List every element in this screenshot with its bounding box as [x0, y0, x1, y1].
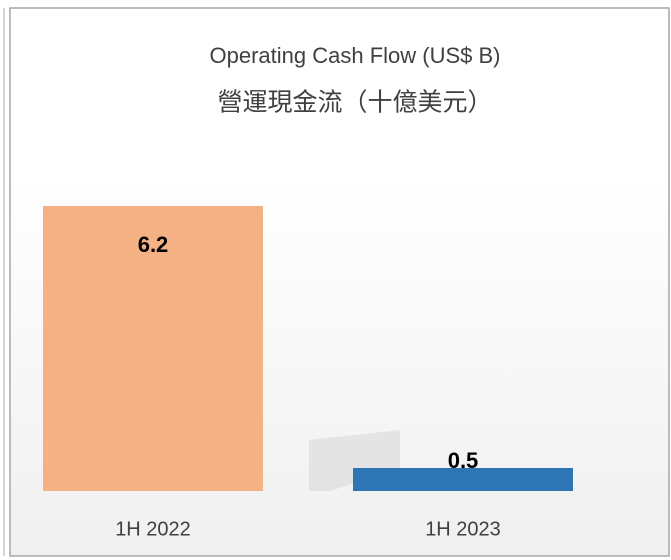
bar [43, 206, 263, 491]
chart-subtitle: 營運現金流（十億美元） [217, 89, 492, 117]
value-label: 6.2 [138, 232, 169, 257]
x-tick-label: 1H 2022 [115, 518, 191, 540]
bar-shadow [309, 430, 400, 491]
value-label: 0.5 [448, 448, 479, 473]
bar [353, 468, 573, 491]
x-tick-label: 1H 2023 [425, 518, 501, 540]
chart-title: Operating Cash Flow (US$ B) [210, 43, 501, 68]
